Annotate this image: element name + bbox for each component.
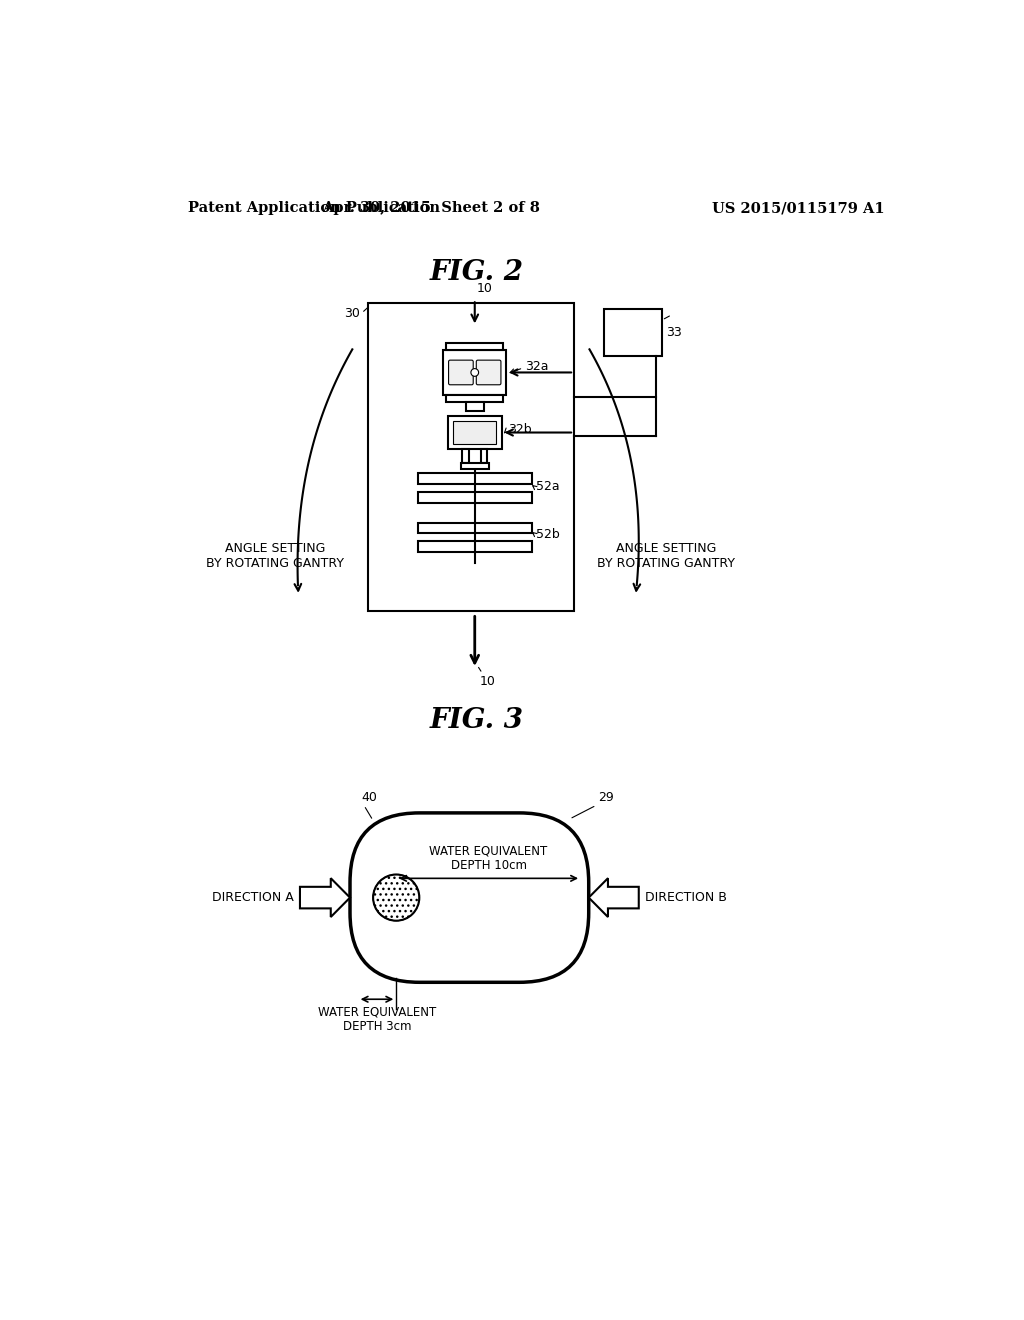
Polygon shape <box>300 878 350 917</box>
FancyBboxPatch shape <box>476 360 501 385</box>
Text: Apr. 30, 2015  Sheet 2 of 8: Apr. 30, 2015 Sheet 2 of 8 <box>322 202 540 215</box>
Text: 52a: 52a <box>537 480 560 492</box>
Text: FIG. 2: FIG. 2 <box>430 259 524 286</box>
Text: 10: 10 <box>480 675 496 688</box>
Text: 30: 30 <box>344 308 360 321</box>
Circle shape <box>471 368 478 376</box>
Bar <box>418 541 531 552</box>
Text: FIG. 3: FIG. 3 <box>430 708 524 734</box>
Bar <box>461 463 488 470</box>
Bar <box>447 416 502 449</box>
Text: 40: 40 <box>361 791 378 804</box>
Bar <box>462 450 469 463</box>
Bar <box>454 421 497 444</box>
Text: US 2015/0115179 A1: US 2015/0115179 A1 <box>712 202 885 215</box>
Text: 32b: 32b <box>508 422 531 436</box>
Bar <box>418 492 531 503</box>
Text: WATER EQUIVALENT
DEPTH 10cm: WATER EQUIVALENT DEPTH 10cm <box>429 845 548 873</box>
Bar <box>604 309 662 356</box>
Polygon shape <box>589 878 639 917</box>
Text: 32a: 32a <box>525 360 549 372</box>
Text: ANGLE SETTING
BY ROTATING GANTRY: ANGLE SETTING BY ROTATING GANTRY <box>206 543 344 570</box>
Circle shape <box>373 874 419 921</box>
Bar <box>418 523 531 533</box>
Bar <box>466 401 484 411</box>
Text: 33: 33 <box>666 326 681 339</box>
Text: ANGLE SETTING
BY ROTATING GANTRY: ANGLE SETTING BY ROTATING GANTRY <box>597 543 735 570</box>
Text: 10: 10 <box>477 282 493 296</box>
Bar <box>443 350 506 395</box>
FancyBboxPatch shape <box>350 813 589 982</box>
Text: Patent Application Publication: Patent Application Publication <box>188 202 440 215</box>
Bar <box>446 343 503 350</box>
Text: 29: 29 <box>598 791 613 804</box>
Bar <box>446 395 503 401</box>
Text: WATER EQUIVALENT
DEPTH 3cm: WATER EQUIVALENT DEPTH 3cm <box>317 1006 436 1034</box>
Text: DIRECTION B: DIRECTION B <box>645 891 727 904</box>
Bar <box>368 304 574 611</box>
Bar <box>418 474 531 484</box>
FancyBboxPatch shape <box>449 360 473 385</box>
Bar <box>480 450 487 463</box>
Text: DIRECTION A: DIRECTION A <box>212 891 294 904</box>
Text: 52b: 52b <box>537 528 560 541</box>
